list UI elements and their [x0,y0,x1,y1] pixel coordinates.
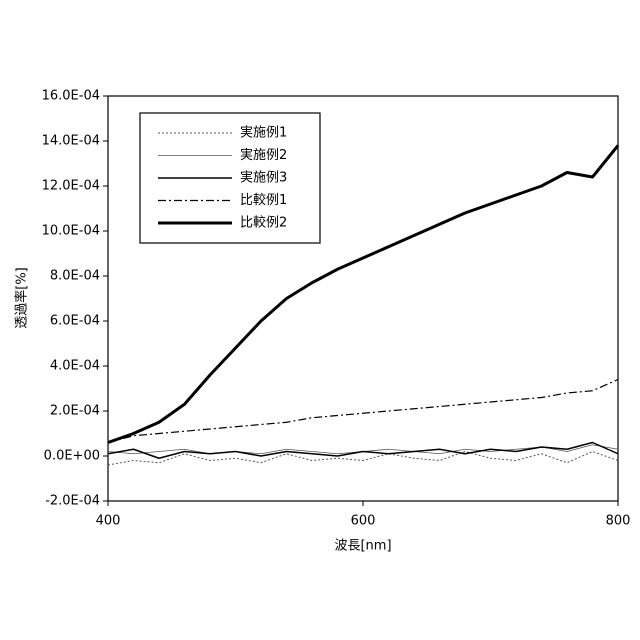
legend-label: 実施例2 [240,147,287,163]
legend-label: 実施例1 [240,125,287,141]
y-tick-label: 4.0E-04 [50,359,100,374]
series-line [108,452,618,466]
y-tick-label: 6.0E-04 [50,314,100,329]
series-line [108,443,618,459]
y-tick-label: 2.0E-04 [50,404,100,419]
y-tick-label: 16.0E-04 [42,89,100,104]
y-tick-label: 8.0E-04 [50,269,100,284]
series-line [108,445,618,454]
series-line [108,380,618,443]
y-tick-label: 14.0E-04 [42,134,100,149]
y-tick-label: 10.0E-04 [42,224,100,239]
y-tick-label: 12.0E-04 [42,179,100,194]
y-axis-label: 透過率[%] [14,267,30,329]
legend-label: 比較例1 [240,193,287,208]
x-axis-label: 波長[nm] [334,539,391,554]
y-tick-label: -2.0E-04 [45,494,100,509]
chart: 波長[nm] 透過率[%] -2.0E-04 0.0E+00 2.0E-04 4.0E… [0,0,640,640]
legend-label: 比較例2 [240,216,287,231]
x-tick-label: 800 [606,514,631,529]
legend-label: 実施例3 [240,170,287,186]
x-tick-label: 600 [351,514,376,529]
x-tick-label: 400 [96,514,121,529]
y-tick-label: 0.0E+00 [44,449,100,464]
